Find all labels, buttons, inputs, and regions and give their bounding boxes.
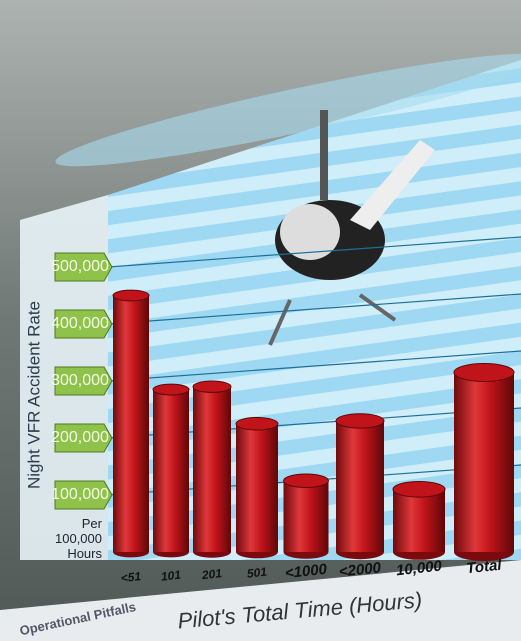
bar-cap — [235, 416, 279, 431]
y-tick-label: 200,000 — [51, 429, 109, 446]
bar — [336, 420, 384, 552]
bar-cap — [335, 413, 385, 429]
y-axis-label: Night VFR Accident Rate — [24, 301, 43, 489]
y-tick-label: 100,000 — [51, 486, 109, 503]
bar — [193, 386, 231, 552]
bar-cap — [192, 380, 232, 393]
bar — [236, 423, 278, 552]
paper — [0, 560, 521, 641]
x-tick-label: 501 — [246, 565, 268, 581]
x-tick-label: Total — [466, 557, 504, 578]
tick-tag — [54, 423, 113, 453]
bar — [113, 295, 149, 552]
bar — [283, 480, 329, 552]
x-tick-label: 10,000 — [395, 558, 443, 580]
rotor — [55, 53, 521, 167]
y-tick-label: 400,000 — [51, 315, 109, 332]
y-tick-label: 300,000 — [51, 372, 109, 389]
x-tick-label: <2000 — [338, 559, 382, 580]
tick-tag — [54, 480, 113, 510]
y-unit: Per 100,000 Hours — [55, 516, 102, 561]
bar-cap — [392, 481, 446, 498]
helicopter — [268, 110, 435, 346]
tick-tag — [54, 309, 113, 339]
tick-tag — [54, 252, 113, 282]
bar — [153, 389, 189, 552]
x-tick-label: 201 — [200, 566, 223, 582]
bar-cap — [152, 383, 190, 396]
x-tick-label: 101 — [160, 568, 182, 584]
tick-tag — [54, 366, 113, 396]
bar-cap — [112, 289, 150, 302]
grid-line — [107, 350, 521, 382]
grid-line — [107, 293, 521, 325]
x-tick-label: <51 — [120, 569, 142, 585]
bar — [393, 489, 445, 552]
bar-cap — [453, 362, 515, 382]
bar — [454, 372, 514, 552]
bar-cap — [283, 473, 329, 488]
y-tick-label: 500,000 — [51, 258, 109, 275]
x-tick-label: <1000 — [284, 561, 328, 582]
grid-line — [107, 236, 521, 268]
